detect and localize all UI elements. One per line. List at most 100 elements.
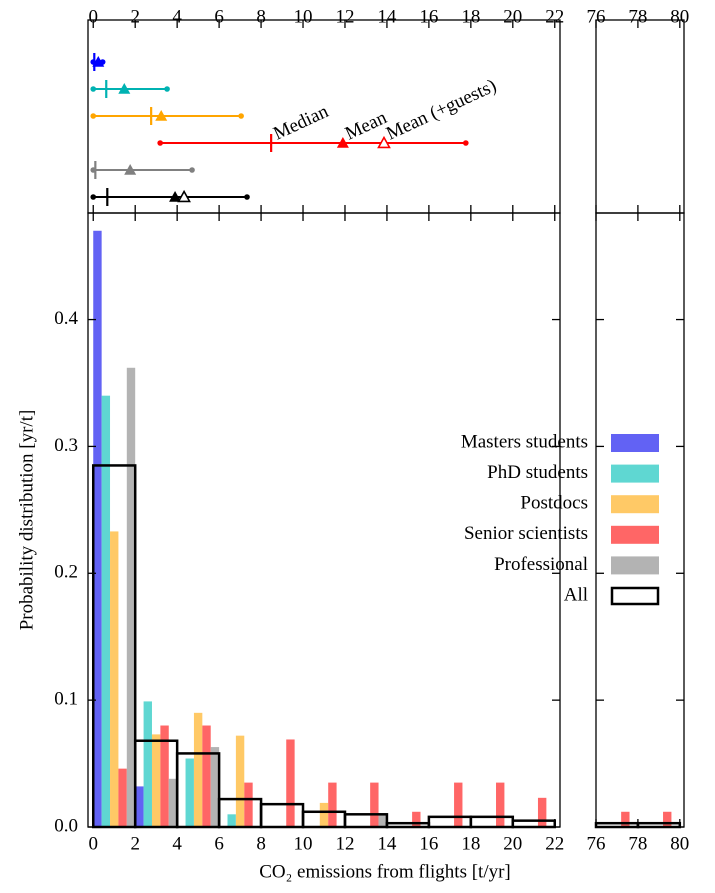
legend-swatch bbox=[611, 556, 659, 575]
x-tick-label-top: 20 bbox=[503, 6, 522, 27]
x-tick-label: 8 bbox=[256, 833, 266, 854]
bar bbox=[101, 395, 111, 827]
legend-label: PhD students bbox=[487, 462, 588, 483]
legend-swatch bbox=[611, 434, 659, 452]
y-tick-label: 0.4 bbox=[54, 308, 78, 329]
y-tick-label: 0.1 bbox=[54, 688, 78, 709]
step-bar bbox=[511, 819, 557, 829]
range-max bbox=[164, 86, 170, 92]
range-min bbox=[90, 194, 97, 200]
axes-frame bbox=[87, 212, 561, 828]
bar bbox=[93, 230, 102, 828]
x-tick-label: 76 bbox=[587, 833, 606, 854]
x-tick-label: 20 bbox=[503, 833, 522, 854]
mean-marker bbox=[336, 137, 349, 148]
bar bbox=[143, 701, 152, 827]
x-tick-label-top: 16 bbox=[419, 6, 438, 27]
x-tick-label-top: 12 bbox=[335, 6, 354, 27]
legend-label: Senior scientists bbox=[464, 523, 588, 544]
bar bbox=[160, 725, 169, 827]
bar bbox=[328, 782, 337, 827]
bar bbox=[126, 367, 136, 827]
x-tick-label: 80 bbox=[670, 833, 689, 854]
x-tick-label-top: 2 bbox=[130, 6, 140, 27]
x-tick-label: 0 bbox=[88, 833, 98, 854]
range-max bbox=[244, 194, 250, 200]
bar bbox=[412, 811, 421, 827]
bar bbox=[202, 725, 211, 827]
x-axis-label: CO₂ emissions from flights [t/yr] bbox=[259, 861, 511, 882]
axes-frame bbox=[595, 19, 685, 214]
legend-swatch bbox=[610, 586, 660, 606]
x-tick-label-top: 18 bbox=[461, 6, 480, 27]
step-bar bbox=[259, 802, 305, 829]
range-max bbox=[189, 167, 195, 173]
bar bbox=[227, 814, 236, 827]
bar bbox=[193, 712, 203, 827]
x-tick-label: 10 bbox=[294, 833, 313, 854]
bar bbox=[151, 734, 161, 827]
bar bbox=[621, 811, 630, 827]
bar bbox=[496, 782, 505, 827]
x-tick-label: 12 bbox=[335, 833, 354, 854]
x-tick-label: 18 bbox=[461, 833, 480, 854]
x-tick-label-top: 78 bbox=[628, 6, 647, 27]
y-tick-label: 0.3 bbox=[54, 435, 78, 456]
x-tick-label: 4 bbox=[172, 833, 182, 854]
bar bbox=[118, 768, 127, 827]
step-bar bbox=[469, 815, 515, 829]
x-tick-label: 78 bbox=[628, 833, 647, 854]
y-tick-label: 0.2 bbox=[54, 562, 78, 583]
legend-label: Masters students bbox=[461, 431, 588, 452]
mean-guests-marker bbox=[377, 135, 391, 149]
bar bbox=[168, 778, 178, 827]
bar bbox=[135, 786, 144, 827]
axes-frame bbox=[595, 212, 685, 828]
bar bbox=[663, 811, 672, 827]
step-bar bbox=[427, 815, 473, 829]
y-axis-label: Probability distribution [yr/t] bbox=[16, 410, 37, 631]
annotation: Mean (+guests) bbox=[383, 75, 500, 144]
x-tick-label: 6 bbox=[214, 833, 224, 854]
range-max bbox=[238, 113, 244, 119]
range-min bbox=[90, 86, 97, 92]
mean-guests-marker bbox=[177, 189, 191, 203]
bar bbox=[537, 797, 547, 827]
legend-label: Professional bbox=[494, 554, 588, 575]
legend-label: All bbox=[564, 584, 588, 605]
bar bbox=[210, 747, 220, 827]
bar bbox=[454, 782, 463, 827]
mean-marker bbox=[155, 110, 168, 121]
range-min bbox=[157, 140, 163, 146]
x-tick-label-top: 76 bbox=[587, 6, 606, 27]
x-tick-label-top: 4 bbox=[172, 6, 182, 27]
x-tick-label: 16 bbox=[419, 833, 438, 854]
legend-label: Postdocs bbox=[520, 493, 588, 514]
bar bbox=[286, 739, 295, 827]
mean-marker bbox=[118, 83, 131, 94]
range-min bbox=[90, 113, 97, 119]
bar bbox=[235, 735, 245, 827]
x-tick-label-top: 8 bbox=[256, 6, 266, 27]
legend-swatch bbox=[611, 495, 659, 514]
range-max bbox=[463, 140, 469, 146]
x-tick-label: 14 bbox=[377, 833, 397, 854]
bar bbox=[378, 813, 387, 827]
bar bbox=[244, 782, 253, 827]
x-tick-label-top: 14 bbox=[377, 6, 397, 27]
mean-marker bbox=[169, 191, 182, 202]
x-tick-label: 2 bbox=[130, 833, 140, 854]
legend-swatch bbox=[611, 464, 659, 483]
annotation: Median bbox=[270, 101, 332, 145]
mean-marker bbox=[92, 56, 105, 67]
x-tick-label: 22 bbox=[545, 833, 564, 854]
bar bbox=[185, 758, 194, 827]
y-tick-label: 0.0 bbox=[54, 815, 78, 836]
x-tick-label-top: 0 bbox=[88, 6, 98, 27]
x-tick-label-top: 6 bbox=[214, 6, 224, 27]
x-tick-label-top: 80 bbox=[670, 6, 689, 27]
x-tick-label-top: 22 bbox=[545, 6, 564, 27]
bar bbox=[110, 531, 119, 827]
